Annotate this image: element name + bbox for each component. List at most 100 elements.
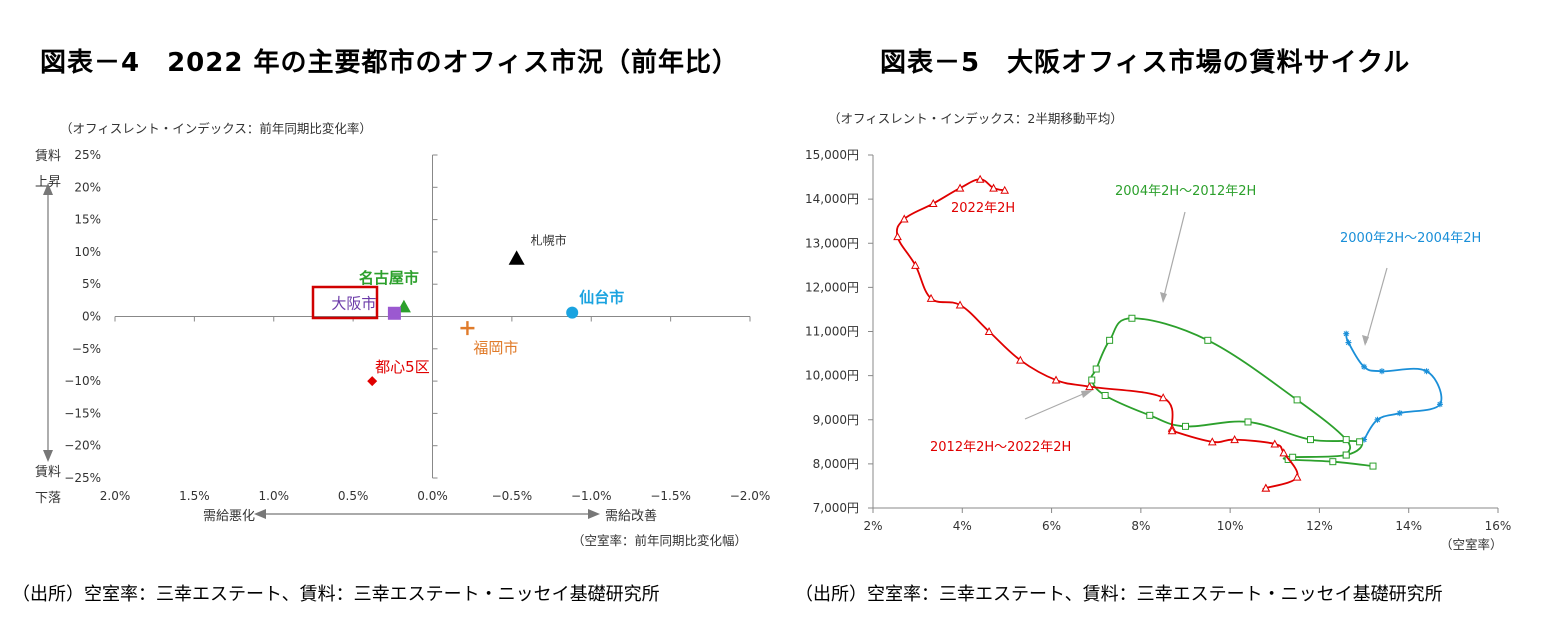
chart5-y-tick-label: 12,000円 — [805, 280, 859, 294]
chart5-marker — [1374, 416, 1381, 423]
chart4-x-tick-label: −0.5% — [492, 489, 533, 503]
chart4-x-right-label: 需給改善 — [605, 508, 657, 524]
chart4-arrow-up-icon — [43, 183, 53, 195]
chart5-marker — [1128, 314, 1136, 322]
chart4-point-label: 名古屋市 — [359, 269, 419, 287]
chart4-arrow-down-icon — [43, 450, 53, 462]
chart5-y-tick-label: 13,000円 — [805, 236, 859, 250]
chart5-pointer-head-icon — [1160, 292, 1167, 303]
chart5-marker — [1088, 376, 1096, 384]
chart4-ybottom-label-2: 下落 — [35, 491, 61, 506]
chart5-marker — [1270, 439, 1280, 448]
chart5-marker — [1423, 368, 1430, 375]
chart4-x-tick-label: 1.5% — [179, 489, 210, 503]
chart5-marker — [1361, 436, 1368, 443]
chart4-point — [460, 321, 475, 336]
chart4-point-label: 福岡市 — [473, 339, 518, 357]
chart5-x-tick-label: 16% — [1485, 519, 1512, 533]
chart5-x-tick-label: 12% — [1306, 519, 1333, 533]
chart5-x-tick-label: 10% — [1217, 519, 1244, 533]
chart4-arrow-right-icon — [588, 509, 600, 519]
chart5-marker — [1261, 483, 1271, 492]
chart5-marker — [1092, 365, 1100, 373]
chart4-x-left-label: 需給悪化 — [203, 509, 255, 524]
chart4-xlabel: （空室率：前年同期比変化幅） — [572, 533, 747, 548]
chart4-point — [387, 306, 401, 320]
chart4-y-tick-label: −20% — [64, 439, 101, 453]
chart5-x-tick-label: 4% — [953, 519, 972, 533]
chart4-title: 図表－4 2022 年の主要都市のオフィス市況（前年比） — [40, 48, 739, 78]
chart5-series-line — [895, 178, 1299, 490]
chart5-x-tick-label: 8% — [1131, 519, 1150, 533]
chart5-y-tick-label: 8,000円 — [813, 457, 859, 471]
chart5-annotation-2000-2004: 2000年2H～2004年2H — [1340, 231, 1481, 246]
chart5-y-tick-label: 10,000円 — [805, 369, 859, 383]
chart5-x-tick-label: 14% — [1395, 519, 1422, 533]
chart5-marker — [928, 198, 938, 208]
chart5-marker — [1000, 185, 1010, 194]
chart4-point — [566, 306, 579, 319]
chart5-title: 図表－5 大阪オフィス市場の賃料サイクル — [880, 48, 1411, 78]
chart5-pointer-2004-2012 — [1162, 211, 1186, 301]
chart4-x-tick-label: 0.0% — [417, 489, 448, 503]
chart5-marker — [1207, 437, 1217, 446]
chart4-arrow-left-icon — [254, 509, 266, 519]
chart5-marker — [1261, 483, 1271, 492]
chart4-x-tick-label: −1.5% — [650, 489, 691, 503]
chart5-series-line — [1090, 317, 1374, 467]
chart5-marker — [1293, 396, 1301, 404]
chart5-marker — [1378, 368, 1385, 375]
chart5-pointer-2000-2004 — [1365, 267, 1388, 344]
chart4-y-tick-label: 5% — [82, 277, 101, 291]
chart4-point-label: 仙台市 — [579, 289, 624, 307]
chart5-marker — [1051, 375, 1061, 384]
chart5-y-tick-label: 15,000円 — [805, 148, 859, 162]
chart5-marker — [911, 260, 920, 269]
chart4-x-tick-label: −2.0% — [730, 489, 771, 503]
chart5-marker — [1279, 448, 1289, 457]
chart5-marker — [1204, 336, 1212, 344]
chart5-marker — [1015, 355, 1025, 364]
chart5-marker — [1436, 401, 1443, 408]
chart4-y-tick-label: −15% — [64, 406, 101, 420]
chart5-ylabel: （オフィスレント・インデックス：2半期移動平均） — [828, 111, 1123, 126]
chart4-point-label: 札幌市 — [531, 232, 567, 247]
chart5-marker — [899, 214, 909, 223]
chart4-point — [367, 376, 378, 387]
chart4-scatter: （オフィスレント・インデックス：前年同期比変化率） 賃料 上昇 賃料 下落 需給… — [35, 121, 771, 548]
chart5-marker — [926, 293, 936, 302]
chart4-ytop-label-1: 賃料 — [35, 149, 61, 164]
chart5-annotation-2022: 2022年2H — [951, 201, 1015, 216]
chart5-marker — [1342, 451, 1350, 459]
chart4-ylabel: （オフィスレント・インデックス：前年同期比変化率） — [60, 121, 372, 136]
chart5-marker — [1369, 462, 1377, 470]
chart4-y-tick-label: −5% — [72, 342, 101, 356]
chart4-y-tick-label: 20% — [74, 180, 101, 194]
chart4-x-tick-label: 1.0% — [259, 489, 290, 503]
chart5-x-tick-label: 6% — [1042, 519, 1061, 533]
chart4-y-tick-label: 0% — [82, 310, 101, 324]
chart5-y-tick-label: 7,000円 — [813, 501, 859, 515]
chart5-xlabel: （空室率） — [1440, 537, 1503, 552]
chart5-marker — [1343, 330, 1350, 337]
chart5-annotation-2012-2022: 2012年2H～2022年2H — [930, 440, 1071, 455]
chart5-marker — [975, 174, 985, 183]
chart5-marker — [1361, 363, 1368, 370]
chart5-marker — [1342, 451, 1350, 459]
chart5-marker — [1101, 391, 1109, 399]
chart5-marker — [893, 232, 902, 241]
chart5-marker — [1284, 455, 1292, 463]
chart5-marker — [1182, 422, 1189, 430]
chart4-y-tick-label: 10% — [74, 245, 101, 259]
chart5-marker — [1085, 382, 1094, 391]
chart5-source: （出所）空室率：三幸エステート、賃料：三幸エステート・ニッセイ基礎研究所 — [795, 584, 1443, 605]
chart5-marker — [1292, 472, 1302, 481]
chart4-source: （出所）空室率：三幸エステート、賃料：三幸エステート・ニッセイ基礎研究所 — [12, 584, 660, 605]
chart4-y-tick-label: 25% — [74, 148, 101, 162]
chart5-marker — [984, 326, 994, 335]
chart5-marker — [1356, 438, 1364, 446]
chart4-x-tick-label: −1.0% — [571, 489, 612, 503]
chart5-marker — [1396, 410, 1403, 417]
chart5-y-tick-label: 9,000円 — [813, 413, 859, 427]
chart5-y-tick-label: 14,000円 — [805, 192, 859, 206]
